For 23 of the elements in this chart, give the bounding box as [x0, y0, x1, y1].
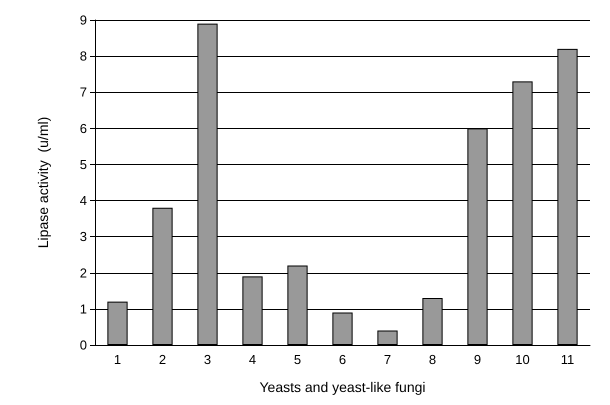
- y-tick-label: 0: [80, 338, 87, 352]
- y-tick-label: 7: [80, 84, 87, 100]
- y-tick-label: 9: [80, 12, 87, 28]
- x-tick-label: 6: [338, 352, 346, 367]
- x-tick-label: 3: [204, 352, 212, 367]
- y-tick-label: 2: [80, 265, 87, 280]
- x-tick-label: 4: [248, 352, 256, 367]
- y-axis-title: Lipase activity (u/ml): [35, 116, 51, 248]
- y-tick-label: 8: [80, 48, 87, 64]
- x-tick-label: 5: [294, 352, 302, 367]
- x-tick-label: 1: [114, 352, 122, 367]
- y-tick-label: 3: [80, 229, 87, 244]
- x-tick-label: 2: [158, 352, 166, 367]
- x-axis-title: Yeasts and yeast-like fungi: [259, 379, 426, 395]
- x-tick-label: 8: [428, 352, 436, 367]
- y-tick-label: 6: [80, 120, 87, 136]
- y-tick-label: 5: [80, 156, 87, 172]
- x-tick-label: 9: [474, 352, 482, 367]
- x-tick-label: 7: [384, 352, 392, 367]
- y-tick-label: 1: [80, 301, 87, 316]
- x-tick-label: 11: [560, 352, 574, 367]
- x-tick-label: 10: [515, 352, 530, 367]
- y-tick-label: 4: [80, 193, 87, 208]
